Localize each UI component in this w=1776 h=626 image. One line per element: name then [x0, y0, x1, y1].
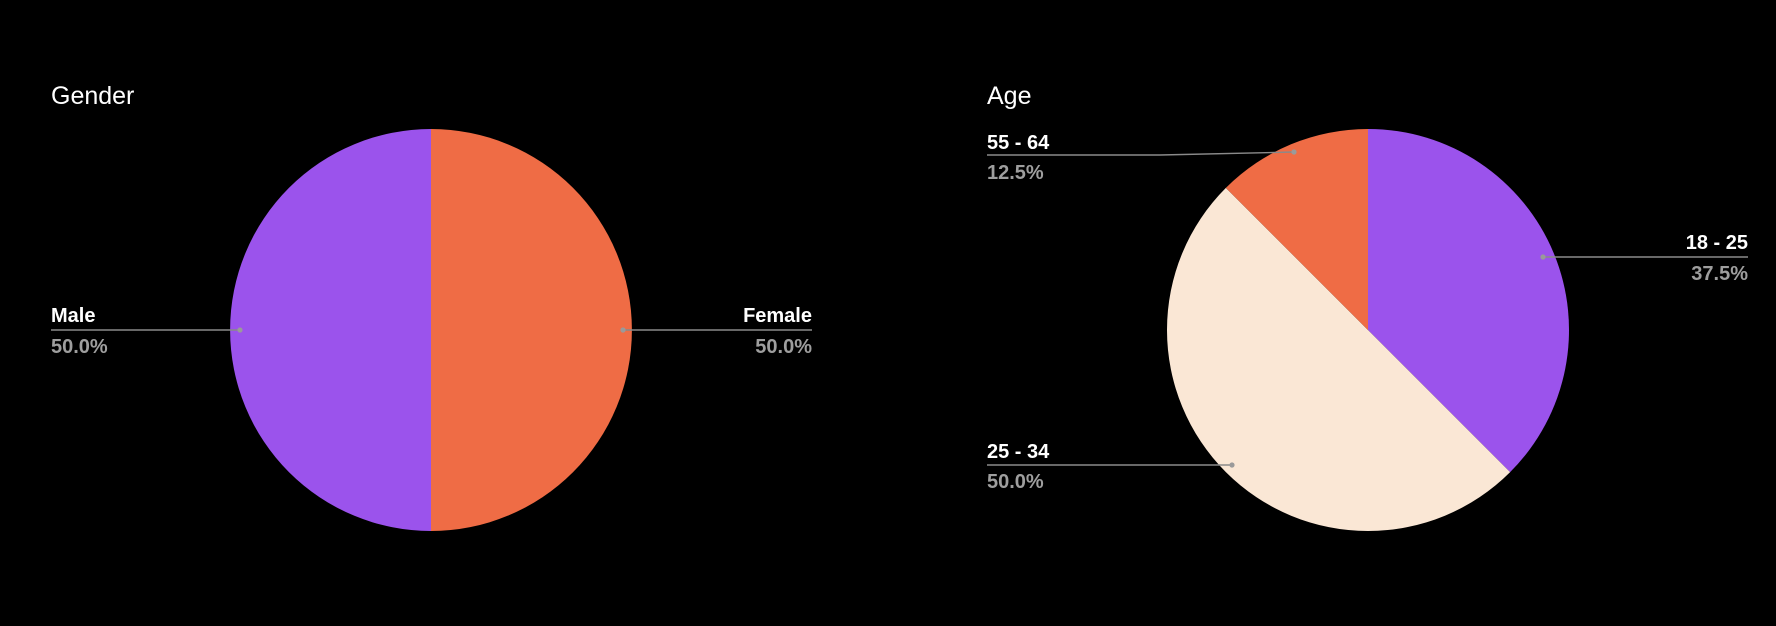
age-pie [1166, 129, 1570, 532]
pie-slice-male [230, 129, 431, 531]
leader-dot-male [237, 327, 243, 333]
pie-slice-25-34 [1166, 187, 1511, 532]
slice-label-25-34: 25 - 34 50.0% [987, 441, 1235, 493]
gender-chart-title: Gender [51, 82, 134, 110]
slice-percent-55-64: 12.5% [987, 162, 1044, 184]
age-chart-title: Age [987, 82, 1031, 110]
slice-label-55-64: 55 - 64 12.5% [987, 132, 1297, 184]
slice-label-female: Female 50.0% [620, 305, 812, 358]
slice-name-55-64: 55 - 64 [987, 132, 1050, 154]
leader-dot-female [620, 327, 626, 333]
age-chart: Age 18 - 25 37.5% 25 - 34 50.0% 55 - 64 … [987, 82, 1748, 532]
gender-chart: Gender Female 50.0% Male 50.0% [51, 82, 812, 531]
leader-dot-25-34 [1229, 462, 1235, 468]
slice-label-male: Male 50.0% [51, 305, 243, 358]
slice-percent-male: 50.0% [51, 336, 108, 358]
pie-slice-18-25 [1368, 129, 1570, 473]
slice-name-18-25: 18 - 25 [1686, 232, 1748, 254]
slice-label-18-25: 18 - 25 37.5% [1540, 232, 1748, 285]
leader-dot-18-25 [1540, 254, 1546, 260]
pie-slice-female [431, 129, 632, 531]
pie-slice-55-64 [1225, 129, 1368, 330]
leader-dot-55-64 [1291, 149, 1297, 155]
slice-name-male: Male [51, 305, 95, 327]
slice-name-25-34: 25 - 34 [987, 441, 1050, 463]
gender-pie [230, 129, 632, 531]
slice-percent-female: 50.0% [755, 336, 812, 358]
slice-percent-18-25: 37.5% [1691, 263, 1748, 285]
slice-percent-25-34: 50.0% [987, 471, 1044, 493]
leader-line-55-64 [987, 151, 1295, 156]
slice-name-female: Female [743, 305, 812, 327]
